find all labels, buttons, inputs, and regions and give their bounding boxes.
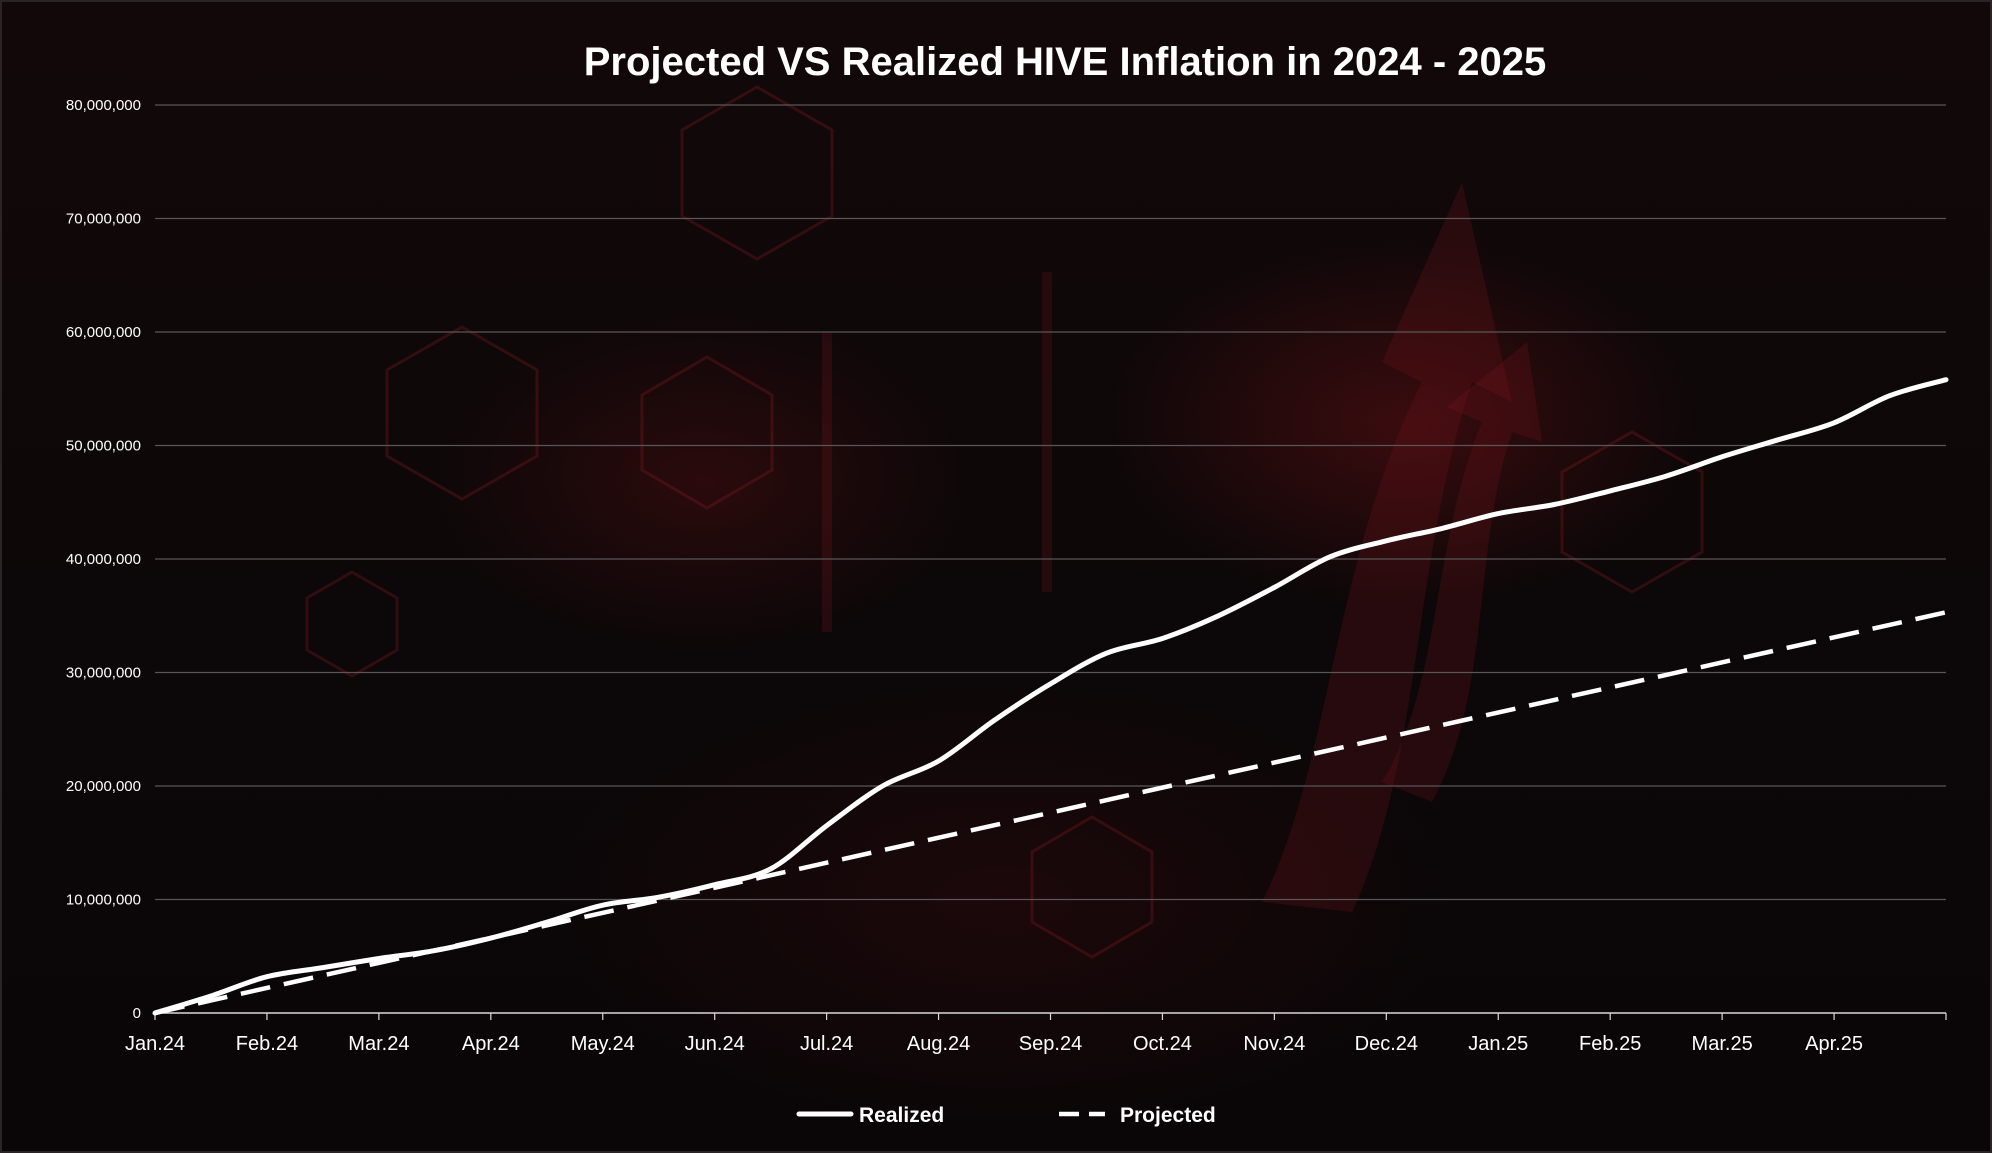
background-arrow [822, 332, 832, 632]
y-tick-label: 40,000,000 [66, 551, 141, 568]
x-tick-label: Oct.24 [1133, 1033, 1192, 1055]
legend-label-projected: Projected [1120, 1104, 1216, 1127]
x-tick-label: May.24 [571, 1033, 635, 1055]
y-tick-label: 0 [133, 1005, 141, 1022]
y-tick-label: 10,000,000 [66, 892, 141, 909]
x-tick-label: Jul.24 [800, 1033, 853, 1055]
legend-label-realized: Realized [859, 1104, 944, 1127]
background-hexagon [1560, 430, 1704, 594]
x-tick-label: Feb.25 [1579, 1033, 1641, 1055]
x-tick-label: Mar.25 [1692, 1033, 1753, 1055]
grid-lines [155, 104, 1946, 901]
x-tick-label: Dec.24 [1355, 1033, 1418, 1055]
x-tick-label: Jan.25 [1468, 1033, 1528, 1055]
background-hexagon [305, 570, 399, 678]
y-tick-label: 50,000,000 [66, 438, 141, 455]
y-tick-label: 20,000,000 [66, 778, 141, 795]
y-tick-label: 80,000,000 [66, 97, 141, 114]
y-tick-label: 30,000,000 [66, 665, 141, 682]
x-tick-label: Mar.24 [348, 1033, 409, 1055]
background-arrow [1042, 272, 1052, 592]
x-tick-label: Feb.24 [236, 1033, 298, 1055]
background-hexagon [385, 325, 539, 501]
y-axis: 0 10,000,000 20,000,000 30,000,000 40,000,00… [66, 97, 141, 1022]
x-tick-label: Jan.24 [125, 1033, 185, 1055]
y-tick-label: 60,000,000 [66, 324, 141, 341]
x-tick-label: Aug.24 [907, 1033, 970, 1055]
background-arrow [1382, 342, 1542, 802]
background-arrow [1262, 182, 1512, 912]
background-art [305, 85, 1704, 959]
chart-title: Projected VS Realized HIVE Inflation in … [584, 40, 1547, 84]
x-tick-label: Jun.24 [685, 1033, 745, 1055]
y-tick-label: 70,000,000 [66, 211, 141, 228]
series-layer [152, 377, 1949, 1016]
x-axis: Jan.24 Feb.24 Mar.24 Apr.24 May.24 Jun.24 Jul.… [125, 1012, 1947, 1055]
background-hexagon [680, 85, 834, 261]
x-tick-label: Nov.24 [1243, 1033, 1305, 1055]
legend: Realized Projected [796, 1104, 1216, 1127]
x-tick-label: Apr.24 [462, 1033, 520, 1055]
background-hexagon [1030, 815, 1154, 959]
x-tick-label: Sep.24 [1019, 1033, 1082, 1055]
x-tick-label: Apr.25 [1805, 1033, 1863, 1055]
background-hexagon [640, 355, 774, 510]
